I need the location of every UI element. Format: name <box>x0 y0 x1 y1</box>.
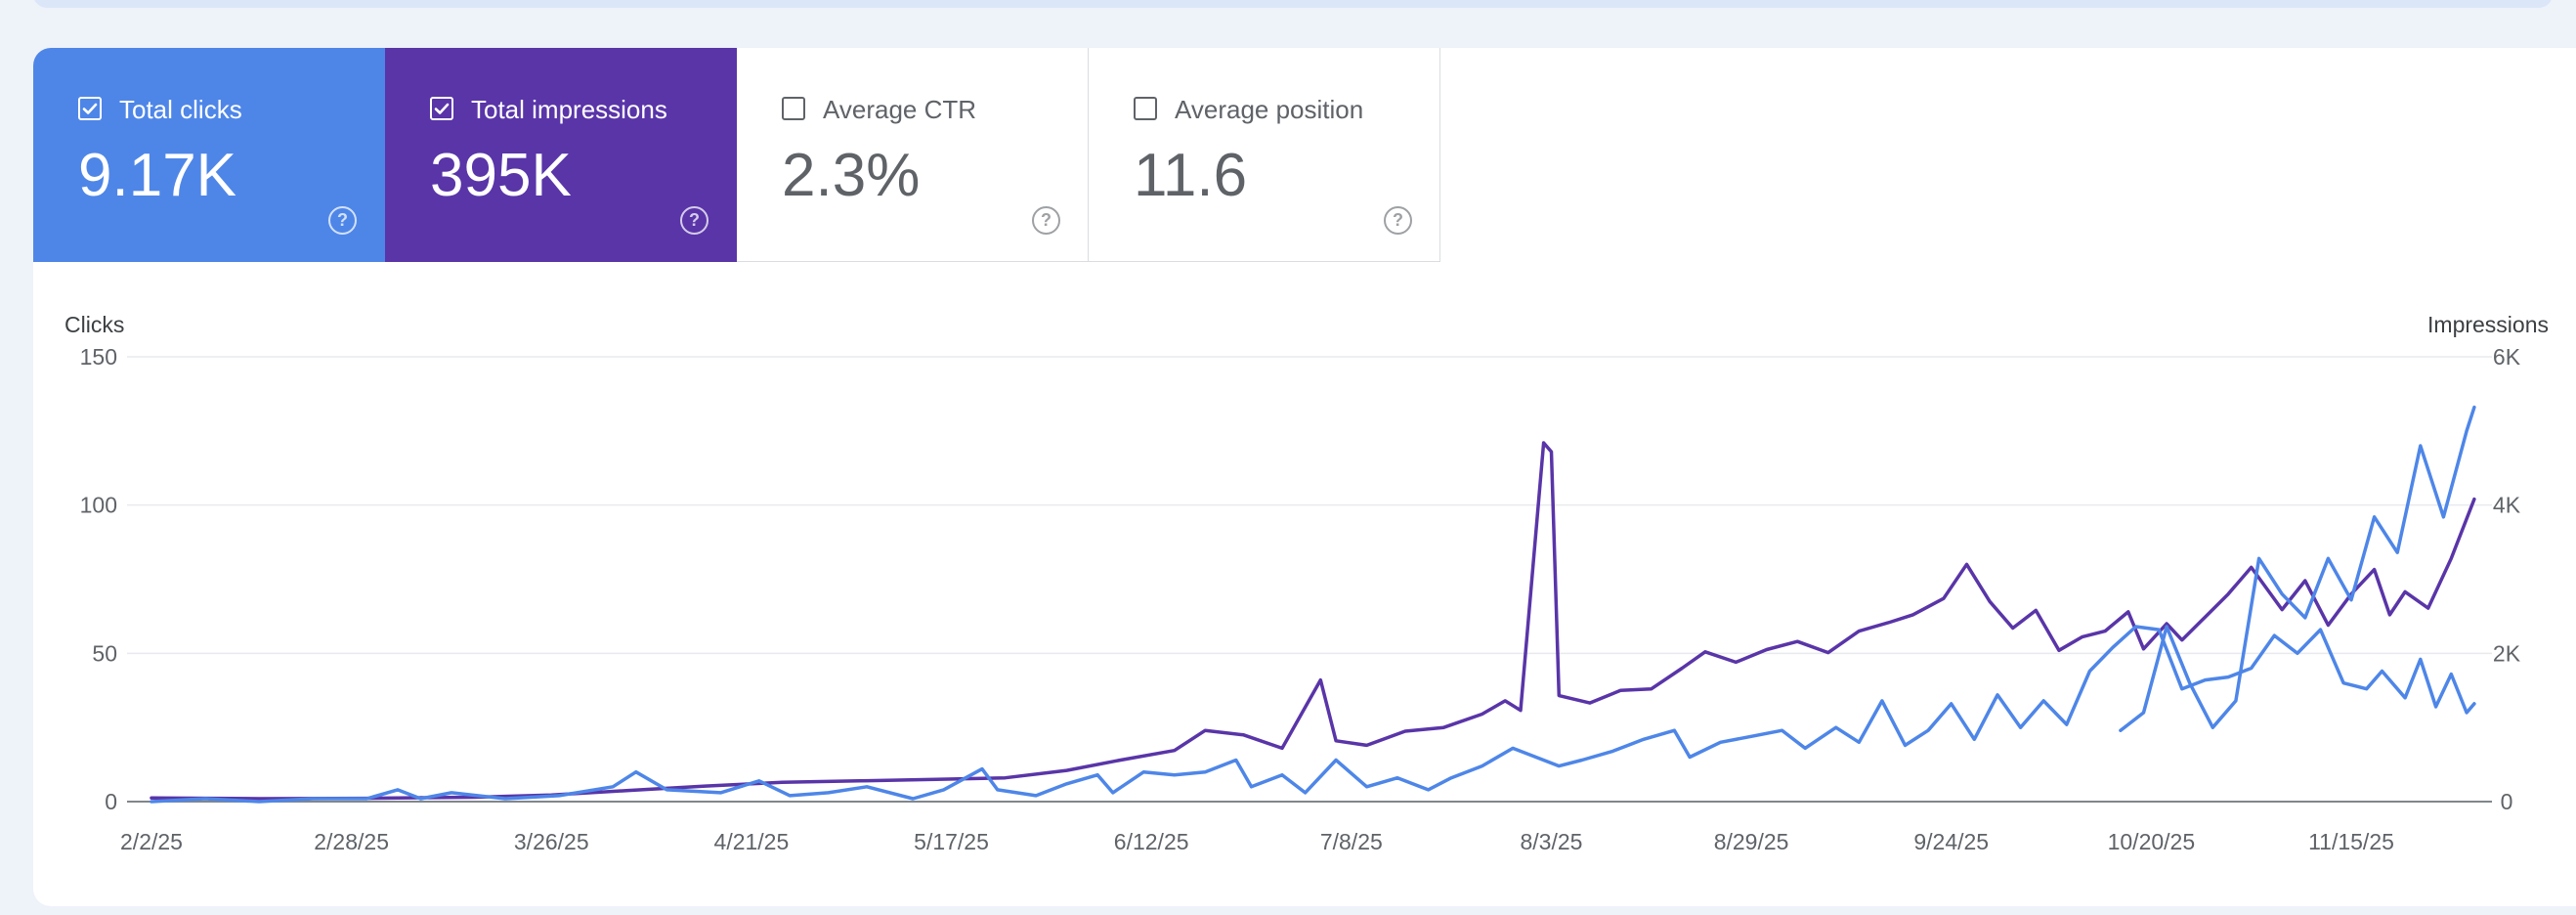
right-tick-label: 4K <box>2493 493 2521 518</box>
left-tick-label: 0 <box>105 789 117 814</box>
help-icon[interactable]: ? <box>1384 206 1412 235</box>
gridlines <box>127 356 2492 803</box>
checkbox-total-impressions[interactable] <box>430 97 453 120</box>
x-tick-label: 3/26/25 <box>514 829 589 854</box>
x-tick-label: 7/8/25 <box>1320 829 1383 854</box>
checkbox-average-position[interactable] <box>1134 97 1157 120</box>
series-line-total-clicks[interactable] <box>2119 405 2476 732</box>
right-axis-ticks: 0 2K 4K 6K <box>2493 344 2521 814</box>
x-tick-label: 6/12/25 <box>1114 829 1189 854</box>
x-tick-label: 8/29/25 <box>1714 829 1789 854</box>
series-line-total-impressions[interactable] <box>150 441 2476 801</box>
checkbox-average-ctr[interactable] <box>782 97 805 120</box>
x-axis-ticks: 2/2/25 2/28/25 3/26/25 4/21/25 5/17/25 6/12/2… <box>120 829 2394 854</box>
tile-average-ctr[interactable]: Average CTR 2.3% ? <box>737 48 1089 262</box>
performance-card: Total clicks 9.17K ? Total impressions 3… <box>33 48 2576 906</box>
right-axis-title: Impressions <box>2427 312 2549 337</box>
series-line-total-clicks[interactable] <box>150 625 2476 804</box>
tile-total-impressions-value: 395K <box>430 142 572 209</box>
tile-average-position-value: 11.6 <box>1134 142 1248 209</box>
right-tick-label: 2K <box>2493 640 2521 666</box>
tile-average-ctr-value: 2.3% <box>782 142 921 209</box>
x-tick-label: 4/21/25 <box>714 829 790 854</box>
x-tick-label: 2/28/25 <box>314 829 389 854</box>
tile-total-impressions-label: Total impressions <box>471 95 667 124</box>
left-tick-label: 100 <box>80 493 117 518</box>
x-tick-label: 10/20/25 <box>2108 829 2196 854</box>
tile-average-position-label: Average position <box>1175 95 1364 124</box>
help-icon[interactable]: ? <box>1032 206 1060 235</box>
tile-total-clicks-value: 9.17K <box>78 142 237 209</box>
x-tick-label: 11/15/25 <box>2308 829 2394 854</box>
left-tick-label: 150 <box>80 344 117 370</box>
series-layer <box>150 405 2476 804</box>
help-icon[interactable]: ? <box>328 206 357 235</box>
left-axis-ticks: 0 50 100 150 <box>80 344 117 814</box>
x-tick-label: 5/17/25 <box>914 829 989 854</box>
top-bar-strip <box>33 0 2553 8</box>
right-tick-label: 0 <box>2501 789 2513 814</box>
tile-total-clicks-label: Total clicks <box>119 95 242 124</box>
tile-total-impressions[interactable]: Total impressions 395K ? <box>385 48 737 262</box>
metric-tiles: Total clicks 9.17K ? Total impressions 3… <box>33 48 1440 262</box>
x-tick-label: 9/24/25 <box>1913 829 1989 854</box>
tile-average-position[interactable]: Average position 11.6 ? <box>1089 48 1440 262</box>
left-axis-title: Clicks <box>64 312 124 337</box>
x-tick-label: 8/3/25 <box>1520 829 1582 854</box>
x-tick-label: 2/2/25 <box>120 829 183 854</box>
checkbox-total-clicks[interactable] <box>78 97 102 120</box>
right-tick-label: 6K <box>2493 344 2521 370</box>
tile-total-clicks[interactable]: Total clicks 9.17K ? <box>33 48 385 262</box>
help-icon[interactable]: ? <box>680 206 708 235</box>
tile-average-ctr-label: Average CTR <box>823 95 977 124</box>
left-tick-label: 50 <box>92 640 117 666</box>
